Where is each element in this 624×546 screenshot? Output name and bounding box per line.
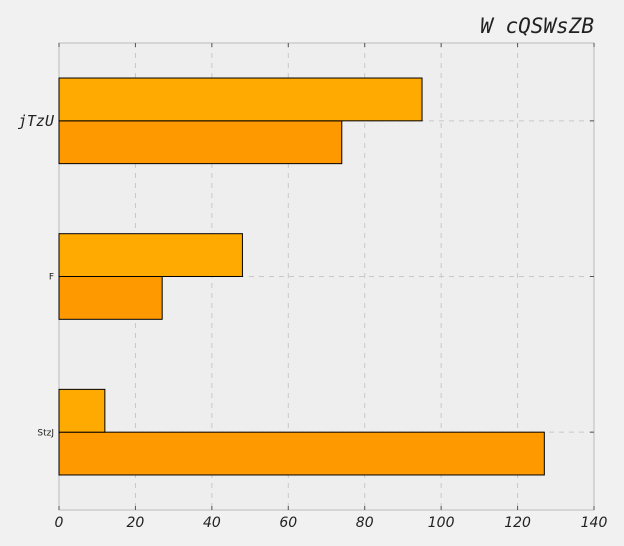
- bar-series-0-jTzU: [58, 120, 343, 165]
- y-tick-label: StzJ: [37, 428, 54, 438]
- x-tick-label: 0: [55, 515, 64, 531]
- x-tick-label: 120: [504, 515, 531, 531]
- bar-series-1-StzJ: [58, 388, 106, 433]
- x-axis-ticks: 0 20 40 60 80 100 120 140: [55, 43, 608, 531]
- chart-title: W cQSWsZB: [480, 14, 594, 38]
- bars: [58, 77, 545, 476]
- x-tick-label: 100: [428, 515, 455, 531]
- x-tick-label: 140: [581, 515, 608, 531]
- bar-series-0-StzJ: [58, 431, 545, 476]
- x-tick-label: 40: [203, 515, 221, 531]
- bar-series-1-jTzU: [58, 77, 423, 122]
- bar-series-1-F: [58, 233, 243, 277]
- y-tick-label: jTzU: [18, 112, 55, 130]
- x-tick-label: 20: [127, 515, 145, 531]
- x-tick-label: 80: [356, 515, 374, 531]
- x-tick-label: 60: [279, 515, 297, 531]
- bar-series-0-F: [58, 276, 163, 320]
- y-tick-label: F: [49, 273, 54, 283]
